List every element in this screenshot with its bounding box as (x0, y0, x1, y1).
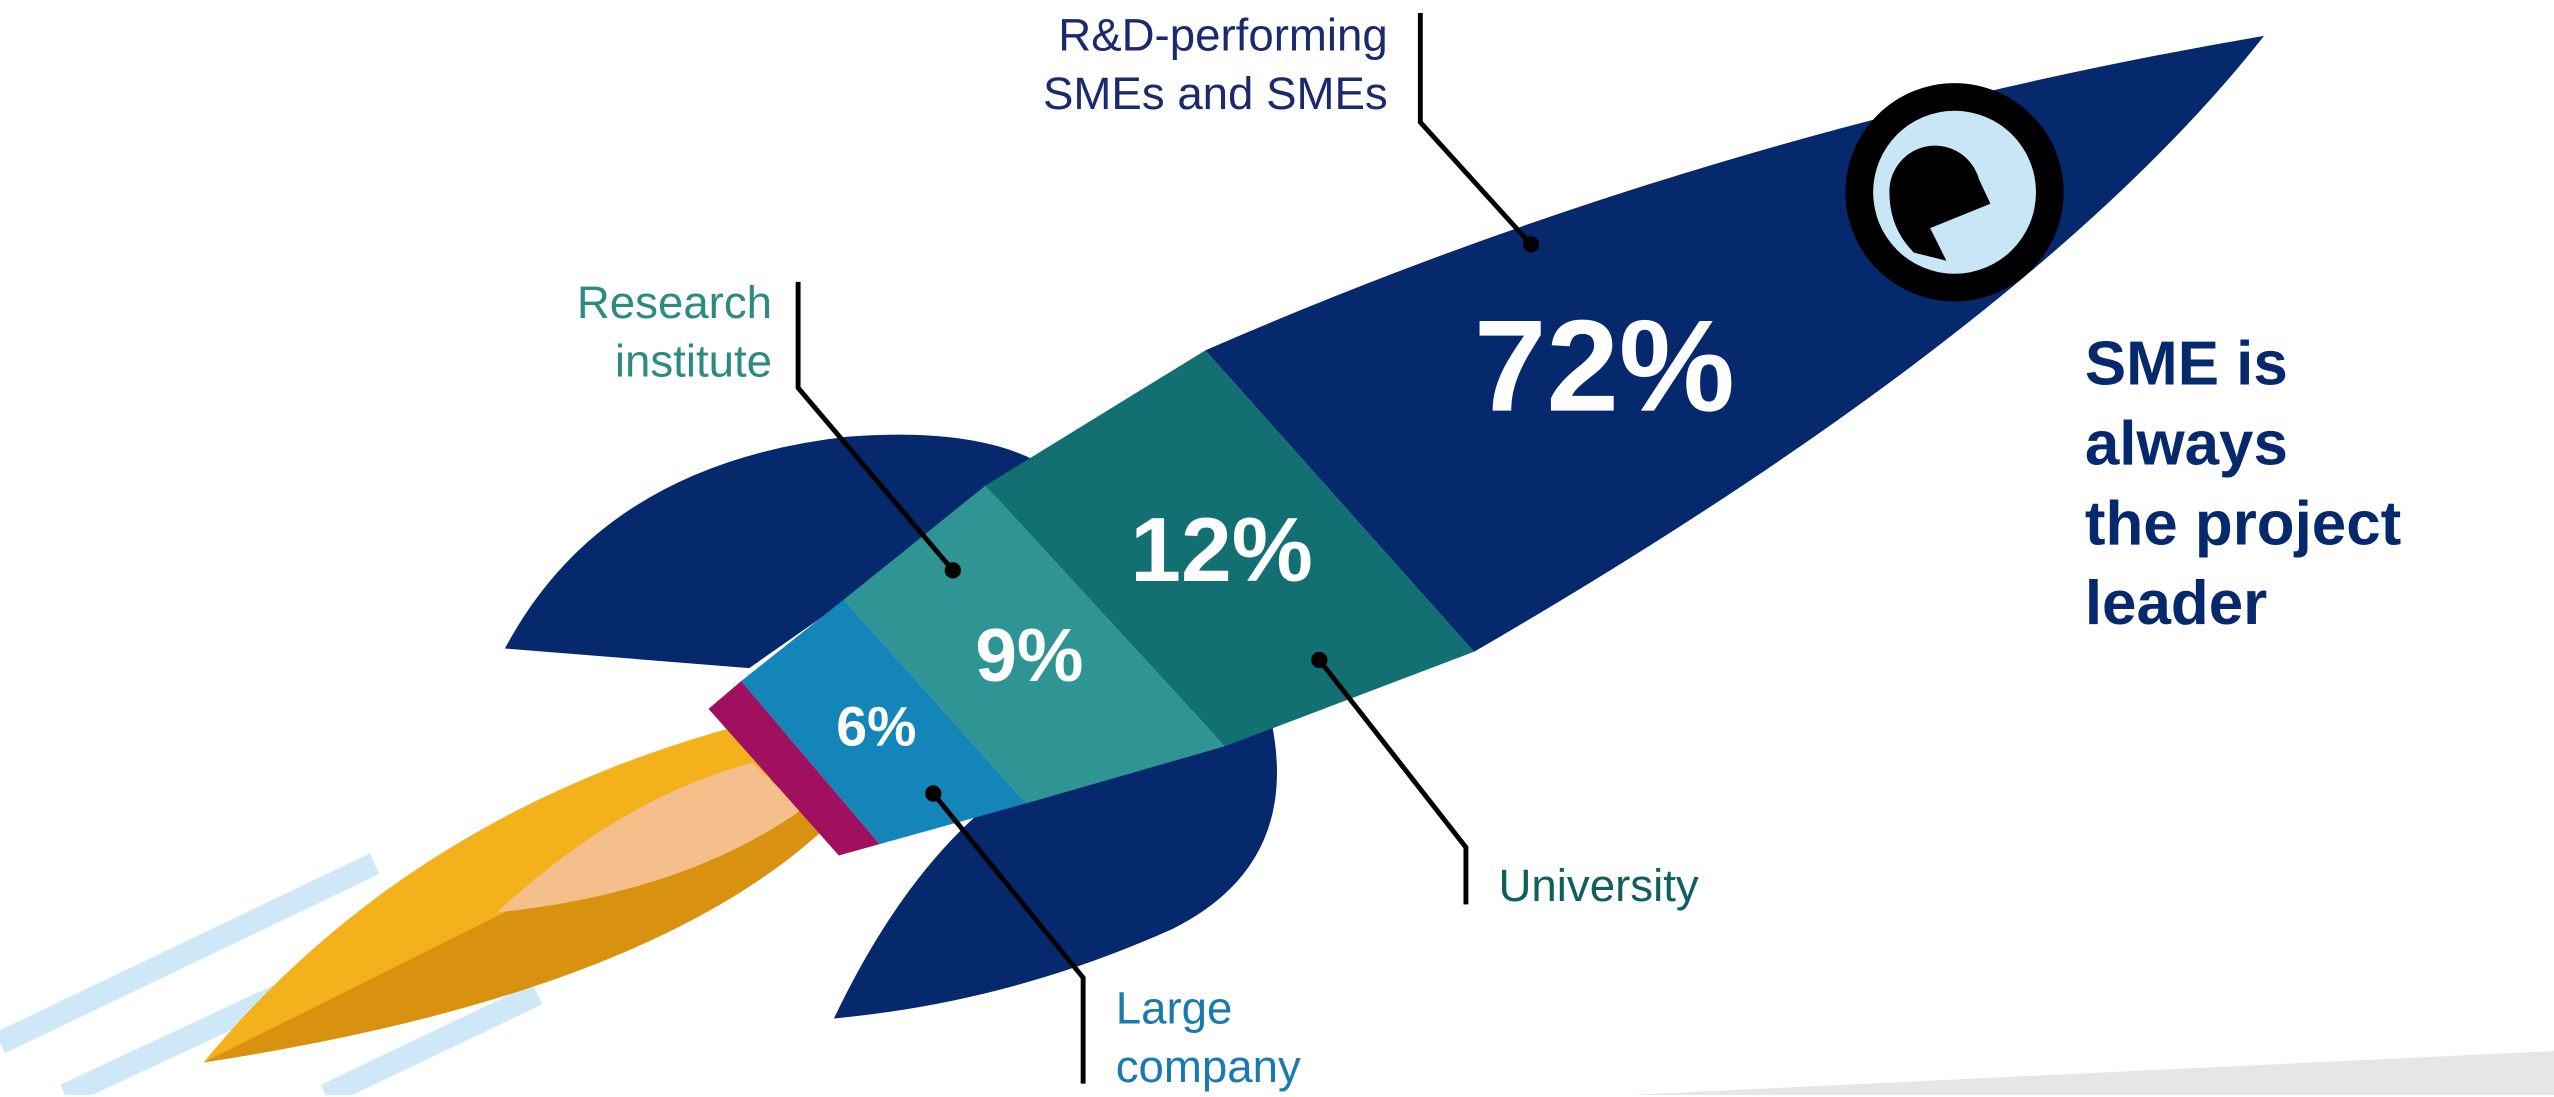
annotation: SME is always the project leader (2085, 326, 2401, 645)
value-label: 12% (1130, 496, 1313, 602)
value-label: 72% (1474, 292, 1735, 442)
segment-label: University (1498, 857, 1698, 916)
value-label: 9% (975, 611, 1083, 699)
segment-label: Research institute (577, 274, 772, 391)
floor-shadow (1629, 1051, 2554, 1095)
infographic: SME is always the project leader R&D-per… (0, 0, 2554, 1095)
value-label: 6% (836, 697, 916, 761)
segment-label: R&D-performing SMEs and SMEs (1043, 7, 1388, 124)
segment-label: Large company (1116, 979, 1301, 1096)
